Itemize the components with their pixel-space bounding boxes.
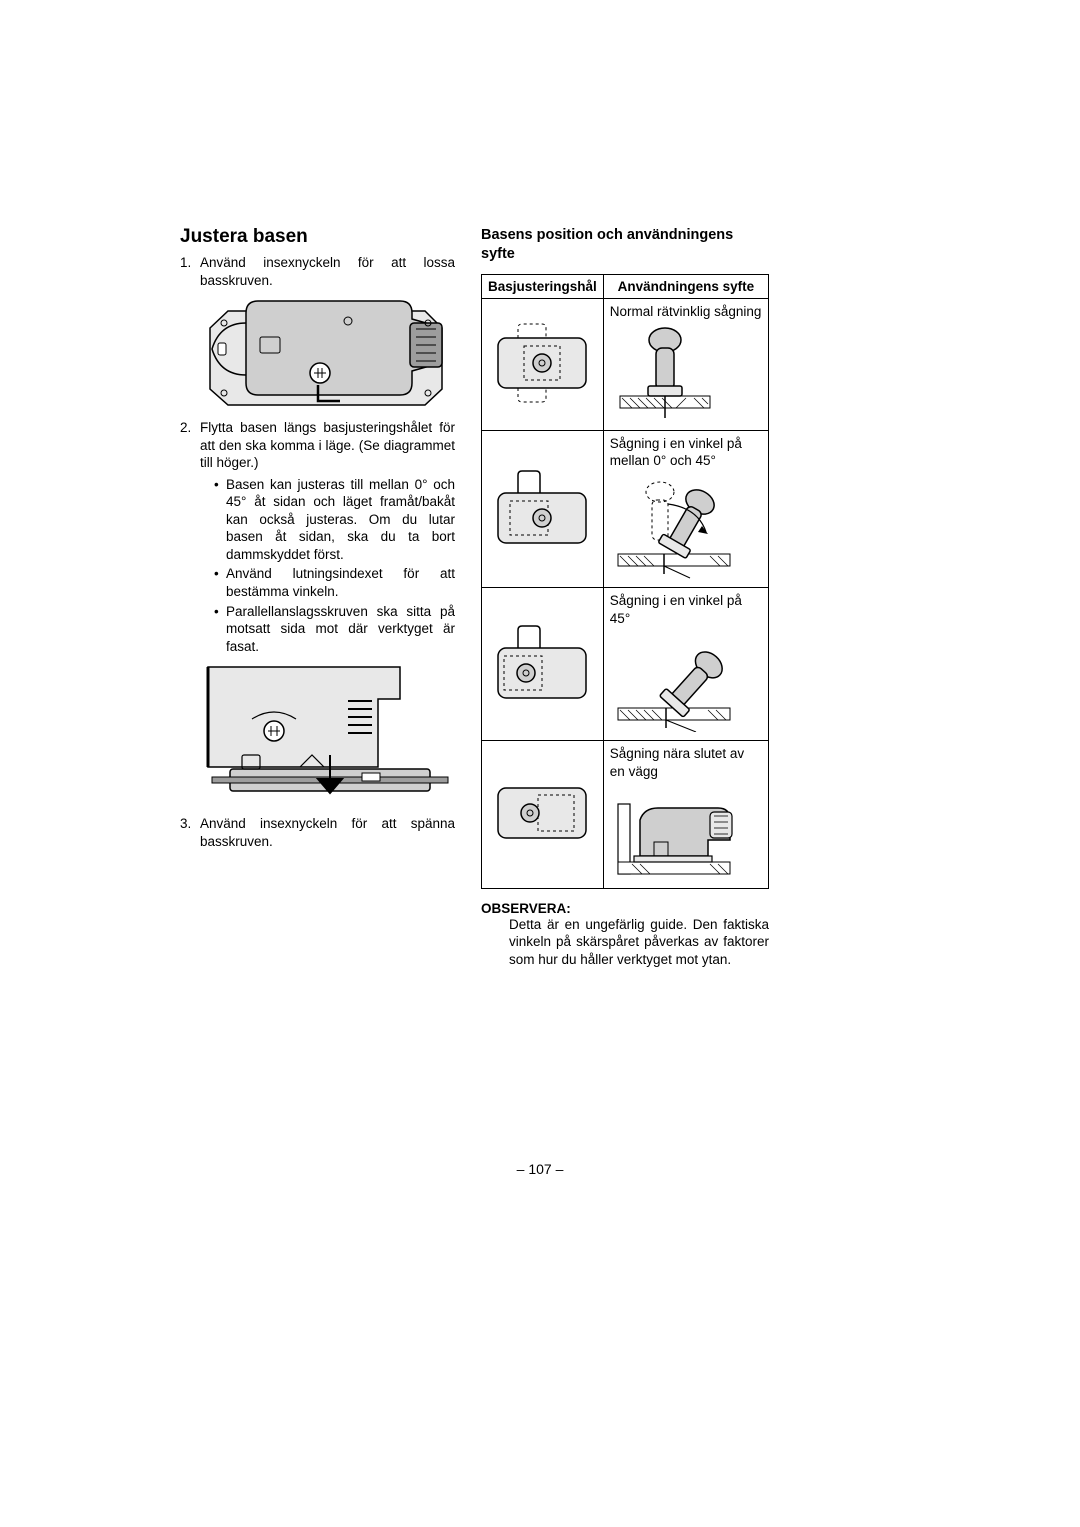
step-1: Använd insexnyckeln för att lossa basskr… <box>180 254 455 289</box>
steps-list-2: Flytta basen längs basjusteringshålet fö… <box>180 419 455 655</box>
bullets: Basen kan justeras till mellan 0° och 45… <box>200 476 455 655</box>
cell-desc-1: Normal rätvinklig sågning <box>603 298 768 430</box>
heading-justera-basen: Justera basen <box>180 226 455 248</box>
cell-desc-4: Sågning nära slutet av en vägg <box>603 741 768 889</box>
note-block: OBSERVERA: Detta är en ungefärlig guide.… <box>481 901 769 969</box>
note-text: Detta är en ungefärlig guide. Den faktis… <box>481 916 769 969</box>
th-basjusteringshal: Basjusteringshål <box>482 274 604 298</box>
bullet-3: Parallellanslagsskruven ska sitta på mot… <box>214 603 455 656</box>
jigsaw-bottom-svg <box>200 293 450 411</box>
page-number: – 107 – <box>0 1161 1080 1177</box>
steps-list: Använd insexnyckeln för att lossa basskr… <box>180 254 455 289</box>
figure-jigsaw-bottom <box>200 293 455 411</box>
cell-hole-4 <box>482 741 604 889</box>
jigsaw-side-svg <box>200 659 450 807</box>
cell-hole-1 <box>482 298 604 430</box>
figure-jigsaw-side <box>200 659 455 807</box>
step-3: Använd insexnyckeln för att spänna bassk… <box>180 815 455 850</box>
bullet-2: Använd lutningsindexet för att bestämma … <box>214 565 455 600</box>
left-column: Justera basen Använd insexnyckeln för at… <box>180 226 455 968</box>
cell-desc-2: Sågning i en vinkel på mellan 0° och 45° <box>603 430 768 588</box>
bullet-1: Basen kan justeras till mellan 0° och 45… <box>214 476 455 564</box>
cell-hole-3 <box>482 588 604 741</box>
note-label: OBSERVERA: <box>481 901 769 916</box>
right-column: Basens position och användningens syfte … <box>481 226 769 968</box>
heading-basens-position: Basens position och användningens syfte <box>481 226 769 264</box>
cell-desc-3: Sågning i en vinkel på 45° <box>603 588 768 741</box>
step-2: Flytta basen längs basjusteringshålet fö… <box>180 419 455 655</box>
position-table: Basjusteringshål Användningens syfte <box>481 274 769 889</box>
th-anvandningens-syfte: Användningens syfte <box>603 274 768 298</box>
cell-hole-2 <box>482 430 604 588</box>
steps-list-3: Använd insexnyckeln för att spänna bassk… <box>180 815 455 850</box>
